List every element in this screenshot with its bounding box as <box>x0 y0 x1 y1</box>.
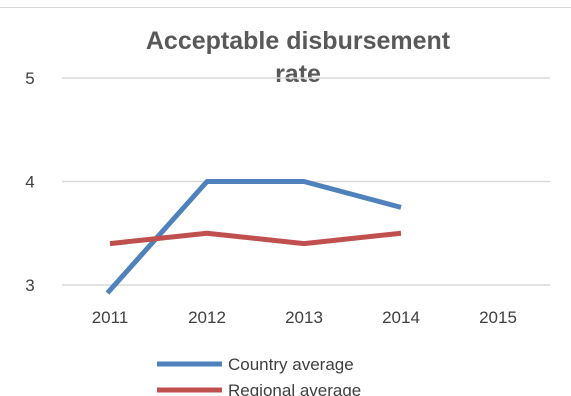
series-lines <box>105 179 402 295</box>
legend: Country average Regional average <box>157 355 361 396</box>
chart-title-line-2: rate <box>275 60 321 88</box>
y-tick-label: 3 <box>25 276 34 295</box>
y-tick-label: 4 <box>25 173 34 192</box>
x-tick-label: 2014 <box>382 308 420 327</box>
series-line-regional-average <box>109 230 402 247</box>
x-axis-ticks: 2011 2012 2013 2014 2015 <box>92 308 517 327</box>
y-axis-ticks: 3 4 5 <box>25 69 34 295</box>
y-tick-label: 5 <box>25 69 34 88</box>
chart-title-line-1: Acceptable disbursement <box>146 27 451 55</box>
legend-label: Country average <box>228 355 354 374</box>
legend-label: Regional average <box>228 381 361 396</box>
x-tick-label: 2013 <box>285 308 323 327</box>
x-tick-label: 2012 <box>188 308 226 327</box>
x-tick-label: 2011 <box>92 308 129 327</box>
top-border <box>0 7 571 8</box>
x-tick-label: 2015 <box>479 308 517 327</box>
